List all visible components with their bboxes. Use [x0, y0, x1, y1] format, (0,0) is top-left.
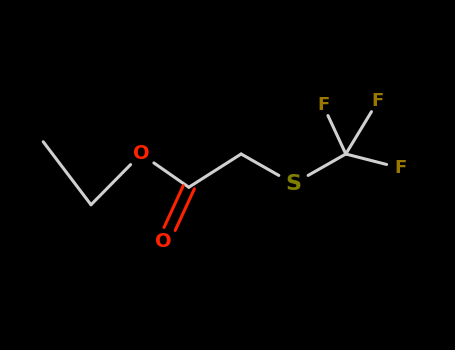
Text: O: O: [156, 232, 172, 251]
Text: F: F: [317, 96, 329, 114]
Text: O: O: [133, 145, 149, 163]
Text: F: F: [372, 92, 384, 111]
Text: F: F: [394, 159, 406, 177]
Text: S: S: [285, 174, 302, 194]
